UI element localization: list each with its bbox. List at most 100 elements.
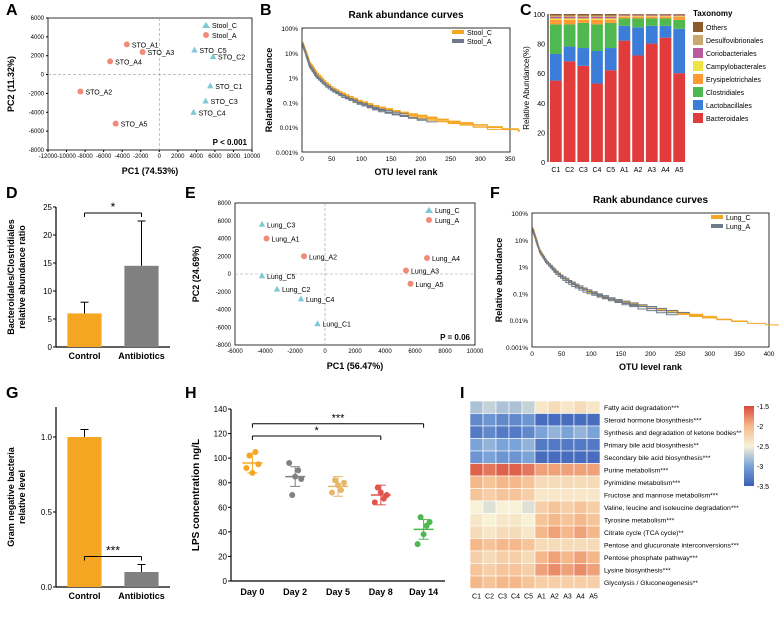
svg-text:10%: 10% [515, 238, 528, 245]
svg-text:Control: Control [69, 591, 101, 601]
panel-c: C C1C2C3C4C5A1A2A3A4A5020406080100Relati… [520, 0, 779, 180]
svg-text:Stool_C: Stool_C [212, 23, 237, 30]
svg-text:C3: C3 [498, 594, 507, 601]
svg-text:Gram negative bacteria: Gram negative bacteria [6, 446, 16, 547]
svg-text:Taxonomy: Taxonomy [693, 9, 733, 18]
svg-text:C1: C1 [551, 167, 560, 174]
svg-text:Day 5: Day 5 [326, 587, 350, 597]
svg-text:60: 60 [537, 71, 545, 78]
svg-text:80: 80 [537, 42, 545, 49]
panel-i-chart: Fatty acid degradation*** Steroid hormone… [460, 385, 779, 615]
svg-text:0: 0 [228, 272, 232, 278]
svg-text:4000: 4000 [378, 349, 392, 355]
svg-text:relative abundance ratio: relative abundance ratio [17, 225, 27, 329]
svg-text:A1: A1 [620, 167, 629, 174]
svg-text:1%: 1% [289, 76, 299, 83]
svg-text:C2: C2 [565, 167, 574, 174]
svg-text:Stool_C: Stool_C [467, 30, 492, 37]
svg-text:50: 50 [328, 156, 336, 163]
svg-text:2000: 2000 [31, 54, 45, 60]
svg-text:Lung_C3: Lung_C3 [267, 222, 296, 229]
svg-text:Relative abundance: Relative abundance [494, 238, 504, 323]
svg-text:PC2 (11.32%): PC2 (11.32%) [6, 56, 16, 112]
panel-d-chart: 0510152025ControlAntibiotics*Bacteroidal… [0, 185, 180, 375]
panel-b-chart: Rank abundance curves0.001%0.01%0.1%1%10… [260, 0, 520, 180]
svg-text:Lung_C5: Lung_C5 [267, 274, 296, 281]
svg-text:Bacteroidales: Bacteroidales [706, 116, 749, 123]
svg-text:-4000: -4000 [29, 110, 45, 116]
svg-text:A1: A1 [537, 594, 546, 601]
svg-text:6000: 6000 [408, 349, 422, 355]
svg-text:Lung_C: Lung_C [726, 215, 751, 222]
svg-text:Citrate cycle (TCA cycle)**: Citrate cycle (TCA cycle)** [604, 530, 684, 537]
svg-text:-2000: -2000 [287, 349, 303, 355]
svg-text:50: 50 [558, 351, 566, 358]
svg-text:20: 20 [537, 130, 545, 137]
svg-text:***: *** [106, 544, 120, 558]
svg-text:-12000: -12000 [39, 154, 58, 160]
svg-text:-6000: -6000 [227, 349, 243, 355]
svg-text:STO_C3: STO_C3 [211, 99, 238, 106]
svg-text:100: 100 [356, 156, 367, 163]
svg-text:A3: A3 [648, 167, 657, 174]
svg-text:C4: C4 [593, 167, 602, 174]
svg-text:350: 350 [505, 156, 516, 163]
svg-text:-6000: -6000 [29, 129, 45, 135]
svg-text:0: 0 [323, 349, 327, 355]
svg-text:Control: Control [69, 351, 101, 361]
svg-text:0: 0 [41, 73, 45, 79]
svg-text:-3.5: -3.5 [757, 484, 769, 491]
svg-text:4000: 4000 [218, 237, 232, 243]
svg-text:Fatty acid degradation***: Fatty acid degradation*** [604, 405, 680, 412]
svg-text:C2: C2 [485, 594, 494, 601]
svg-text:10%: 10% [285, 51, 298, 58]
svg-text:Tyrosine metabolism***: Tyrosine metabolism*** [604, 518, 675, 525]
svg-text:15: 15 [43, 259, 52, 268]
svg-text:-4000: -4000 [257, 349, 273, 355]
svg-text:100: 100 [586, 351, 597, 358]
svg-text:10: 10 [43, 287, 52, 296]
svg-text:-3: -3 [757, 464, 763, 471]
svg-text:8000: 8000 [218, 201, 232, 207]
panel-d: D 0510152025ControlAntibiotics*Bacteroid… [0, 185, 180, 375]
svg-text:Steroid hormone biosynthesis**: Steroid hormone biosynthesis*** [604, 418, 702, 425]
svg-text:-8000: -8000 [216, 343, 232, 349]
svg-text:-2000: -2000 [216, 290, 232, 296]
svg-text:Relative abundance: Relative abundance [264, 48, 274, 133]
svg-text:1%: 1% [519, 265, 529, 272]
svg-text:0.001%: 0.001% [276, 150, 298, 157]
svg-text:-8000: -8000 [29, 148, 45, 154]
svg-text:-2.5: -2.5 [757, 444, 769, 451]
svg-text:0.1%: 0.1% [283, 100, 298, 107]
svg-text:6000: 6000 [31, 16, 45, 22]
panel-e: E -6000-4000-20000200040006000800010000-… [185, 185, 485, 375]
svg-text:Day 0: Day 0 [240, 587, 264, 597]
svg-text:A3: A3 [563, 594, 572, 601]
panel-a-chart: -12000-10000-8000-6000-4000-200002000400… [0, 0, 260, 180]
svg-text:STO_C2: STO_C2 [218, 55, 245, 62]
svg-text:Lactobacillales: Lactobacillales [706, 103, 752, 110]
svg-text:100: 100 [533, 12, 545, 19]
svg-text:STO_A3: STO_A3 [148, 50, 175, 57]
svg-text:Lung_A: Lung_A [726, 224, 750, 231]
svg-text:OTU level rank: OTU level rank [374, 167, 438, 177]
svg-text:0: 0 [223, 577, 228, 586]
svg-text:-6000: -6000 [96, 154, 112, 160]
svg-text:2000: 2000 [348, 349, 362, 355]
svg-text:Lung_A4: Lung_A4 [432, 256, 460, 263]
svg-text:***: *** [332, 413, 346, 425]
svg-text:0.01%: 0.01% [280, 125, 299, 132]
svg-text:250: 250 [445, 156, 456, 163]
svg-text:120: 120 [214, 430, 228, 439]
svg-text:LPS concentration ng/L: LPS concentration ng/L [191, 439, 202, 551]
panel-h-label: H [185, 385, 197, 403]
svg-text:100%: 100% [281, 26, 298, 33]
svg-text:250: 250 [675, 351, 686, 358]
svg-text:300: 300 [475, 156, 486, 163]
svg-text:Glycolysis / Gluconeogenesis**: Glycolysis / Gluconeogenesis** [604, 580, 698, 587]
svg-text:Desulfovibrionales: Desulfovibrionales [706, 38, 764, 45]
svg-text:STO_A5: STO_A5 [121, 122, 148, 129]
panel-a: A -12000-10000-8000-6000-4000-2000020004… [0, 0, 260, 180]
panel-b-label: B [260, 2, 272, 20]
svg-text:Stool_A: Stool_A [467, 39, 492, 46]
